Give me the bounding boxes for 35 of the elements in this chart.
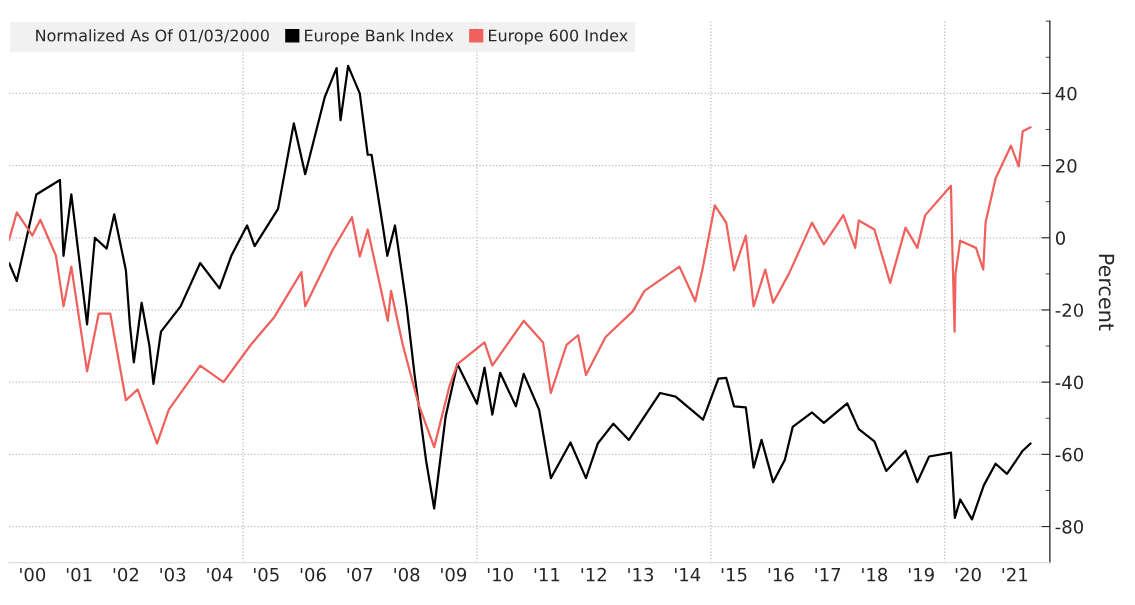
x-tick-label: '06 (300, 567, 326, 582)
x-tick-label: '00 (20, 567, 46, 582)
x-tick-label: '09 (441, 567, 467, 582)
line-series (9, 64, 1032, 521)
y-axis-title: Percent (1098, 254, 1115, 331)
x-tick-label: '10 (487, 567, 513, 582)
x-tick-label: '07 (347, 567, 373, 582)
x-tick-label: '20 (955, 567, 981, 582)
line-series (9, 126, 1032, 449)
x-tick-label: '13 (628, 567, 654, 582)
x-tick-label: '16 (768, 567, 794, 582)
x-tick-label: '03 (160, 567, 186, 582)
x-tick-label: '11 (534, 568, 560, 582)
x-tick-label: '15 (721, 568, 747, 582)
y-tick-label: -60 (1055, 447, 1084, 462)
y-tick-label: -40 (1055, 375, 1084, 390)
x-tick-label: '14 (675, 568, 701, 582)
legend-label: Europe 600 Index (489, 29, 628, 45)
y-tick-label: 0 (1055, 231, 1066, 245)
y-tick-label: -80 (1055, 520, 1084, 534)
x-tick-label: '02 (113, 567, 139, 582)
y-tick-label: -20 (1055, 303, 1084, 318)
x-tick-label: '05 (254, 567, 279, 582)
x-tick-label: '12 (581, 567, 606, 582)
x-tick-label: '19 (908, 567, 934, 582)
x-tick-label: '08 (394, 567, 420, 582)
x-tick-label: '18 (862, 567, 888, 582)
legend-label: Europe Bank Index (305, 29, 454, 45)
x-tick-label: '01 (66, 567, 92, 582)
y-tick-label: 20 (1056, 159, 1077, 173)
x-tick-label: '17 (815, 568, 841, 582)
y-tick-label: 40 (1055, 86, 1077, 101)
legend-title: Normalized As Of 01/03/2000 (36, 29, 269, 43)
x-tick-label: '04 (207, 567, 233, 582)
x-tick-label: '21 (1002, 567, 1028, 582)
